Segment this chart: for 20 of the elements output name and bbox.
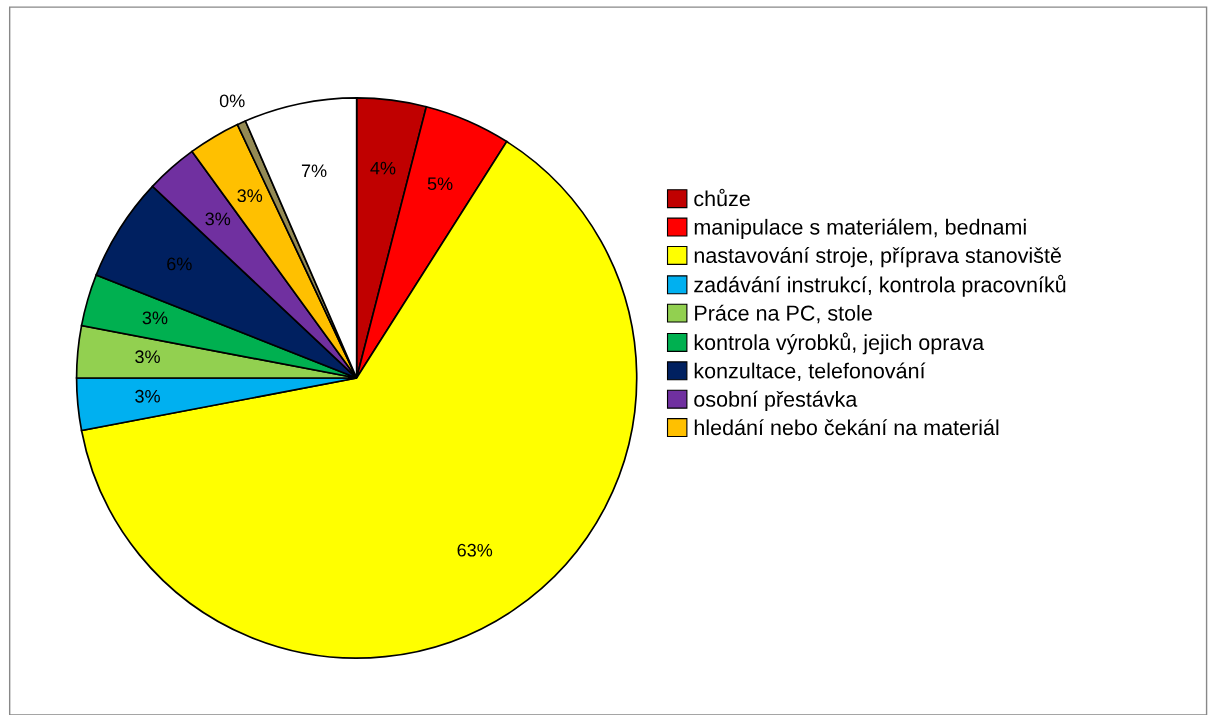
- data-label: 7%: [301, 164, 327, 178]
- data-label: 3%: [205, 212, 231, 226]
- data-label: 3%: [135, 350, 160, 364]
- legend-label: Práce na PC, stole: [695, 304, 872, 324]
- data-label: 3%: [237, 189, 263, 203]
- legend-label: nastavování stroje, příprava stanoviště: [694, 246, 1061, 268]
- data-label: 3%: [135, 389, 160, 403]
- data-label: 0%: [219, 94, 245, 108]
- legend-label: konzultace, telefonování: [694, 362, 926, 382]
- data-label: 6%: [167, 257, 192, 271]
- legend-label: manipulace s materiálem, bednami: [694, 218, 1026, 239]
- legend-label: hledání nebo čekání na materiál: [694, 419, 999, 436]
- data-label: 63%: [457, 543, 493, 557]
- legend-label: osobní přestávka: [694, 390, 858, 412]
- legend-label: zadávání instrukcí, kontrola pracovníků: [694, 274, 1066, 297]
- data-label: 3%: [142, 311, 168, 325]
- legend-label: chůze: [694, 188, 750, 207]
- data-label: 4%: [370, 161, 396, 175]
- legend-label: kontrola výrobků, jejich oprava: [694, 332, 985, 355]
- data-label: 5%: [427, 177, 453, 191]
